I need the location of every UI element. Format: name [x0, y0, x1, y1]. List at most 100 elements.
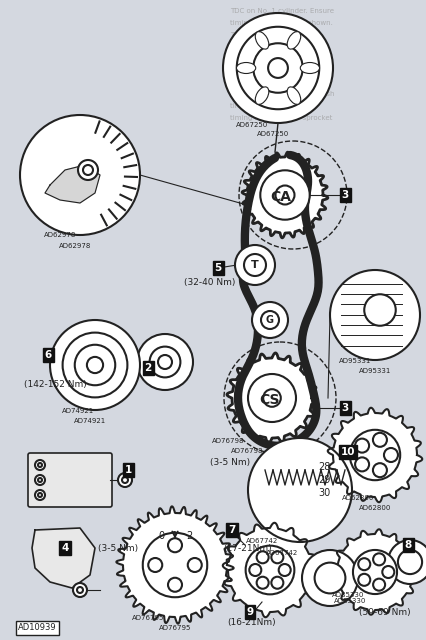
Text: 28
29
30: 28 29 30: [318, 462, 331, 498]
Text: AD67742: AD67742: [266, 550, 298, 556]
Text: AD74921: AD74921: [74, 418, 106, 424]
Text: AD76798: AD76798: [212, 438, 244, 444]
Circle shape: [271, 577, 283, 589]
Text: 3: 3: [341, 403, 348, 413]
Text: AD67250: AD67250: [257, 131, 289, 137]
Polygon shape: [227, 353, 317, 443]
Circle shape: [373, 579, 385, 591]
Text: AD76795: AD76795: [132, 615, 164, 621]
FancyBboxPatch shape: [28, 453, 112, 507]
Text: AD76795: AD76795: [159, 625, 191, 631]
Text: AD95331: AD95331: [359, 368, 391, 374]
Circle shape: [246, 546, 294, 595]
Circle shape: [353, 550, 397, 594]
Text: AD67742: AD67742: [246, 538, 278, 544]
Circle shape: [118, 473, 132, 487]
Circle shape: [77, 587, 83, 593]
Circle shape: [38, 463, 42, 467]
Text: 8: 8: [404, 540, 412, 550]
Circle shape: [20, 115, 140, 235]
Circle shape: [237, 27, 319, 109]
Text: AD62978: AD62978: [44, 232, 76, 238]
Circle shape: [358, 558, 370, 570]
Polygon shape: [32, 528, 95, 588]
Circle shape: [276, 186, 294, 205]
Text: AD67250: AD67250: [236, 122, 268, 128]
Circle shape: [78, 160, 98, 180]
Circle shape: [314, 563, 345, 593]
Text: 10: 10: [341, 447, 355, 457]
Circle shape: [350, 430, 400, 480]
Text: timing CS marks. Ensure: timing CS marks. Ensure: [230, 103, 316, 109]
Circle shape: [35, 475, 45, 485]
Text: 2: 2: [186, 531, 192, 541]
Ellipse shape: [287, 31, 301, 49]
Polygon shape: [328, 408, 422, 502]
Circle shape: [302, 550, 358, 606]
Text: 0: 0: [158, 531, 164, 541]
Text: AD85330: AD85330: [334, 598, 366, 604]
Text: 7: 7: [228, 525, 236, 535]
Text: (3-5 Nm): (3-5 Nm): [210, 458, 250, 467]
Text: AD10939: AD10939: [18, 623, 57, 632]
Circle shape: [358, 574, 370, 586]
Text: (17-21Nm): (17-21Nm): [224, 543, 272, 552]
Circle shape: [143, 532, 207, 597]
Text: CA: CA: [271, 190, 291, 204]
Text: 6: 6: [44, 350, 52, 360]
Text: 4: 4: [61, 543, 69, 553]
Circle shape: [83, 165, 93, 175]
Circle shape: [373, 554, 385, 565]
Circle shape: [355, 438, 369, 452]
Circle shape: [330, 270, 420, 360]
Text: TDC on No. 1 cylinder. Ensure: TDC on No. 1 cylinder. Ensure: [230, 8, 334, 14]
Polygon shape: [242, 152, 328, 238]
Text: AD95331: AD95331: [339, 358, 371, 364]
Circle shape: [248, 374, 296, 422]
Text: 1: 1: [172, 531, 178, 541]
Text: 28, 29 torque Crankshaft: 28, 29 torque Crankshaft: [230, 67, 318, 73]
Ellipse shape: [255, 31, 269, 49]
Text: (142-152 Nm): (142-152 Nm): [23, 381, 86, 390]
Circle shape: [268, 58, 288, 78]
Circle shape: [373, 463, 387, 477]
Circle shape: [38, 493, 42, 497]
Circle shape: [248, 438, 352, 542]
Circle shape: [122, 477, 128, 483]
Circle shape: [35, 460, 45, 470]
Circle shape: [150, 347, 180, 378]
Text: (32-40 Nm): (32-40 Nm): [184, 278, 236, 287]
Circle shape: [252, 302, 288, 338]
Circle shape: [355, 458, 369, 472]
Text: CS: CS: [259, 393, 279, 407]
Circle shape: [235, 245, 275, 285]
Text: (59-69 Nm): (59-69 Nm): [359, 607, 411, 616]
Circle shape: [168, 538, 182, 552]
Text: (3-5 Nm): (3-5 Nm): [98, 543, 138, 552]
Circle shape: [168, 578, 182, 592]
Circle shape: [35, 490, 45, 500]
Circle shape: [261, 311, 279, 329]
Text: T: T: [251, 260, 259, 270]
Circle shape: [373, 433, 387, 447]
Text: 9: 9: [246, 607, 253, 617]
Circle shape: [188, 558, 202, 572]
Polygon shape: [332, 529, 418, 615]
Text: AD62800: AD62800: [359, 505, 391, 511]
Text: for the worn 28 at 88 cranksh: for the worn 28 at 88 cranksh: [230, 91, 334, 97]
Text: Replace and tighten locating: Replace and tighten locating: [230, 55, 331, 61]
Circle shape: [50, 320, 140, 410]
Circle shape: [244, 254, 266, 276]
Circle shape: [279, 564, 291, 576]
Text: (16-21Nm): (16-21Nm): [227, 618, 276, 627]
Text: AD62978: AD62978: [59, 243, 91, 249]
Circle shape: [148, 558, 162, 572]
Text: at 840-980 Nm 6th to 8 fl.: at 840-980 Nm 6th to 8 fl.: [230, 79, 322, 85]
Circle shape: [271, 551, 283, 563]
Ellipse shape: [236, 63, 256, 74]
Circle shape: [256, 577, 269, 589]
Ellipse shape: [287, 87, 301, 104]
Circle shape: [364, 294, 396, 326]
Circle shape: [256, 551, 269, 563]
Circle shape: [73, 583, 87, 597]
